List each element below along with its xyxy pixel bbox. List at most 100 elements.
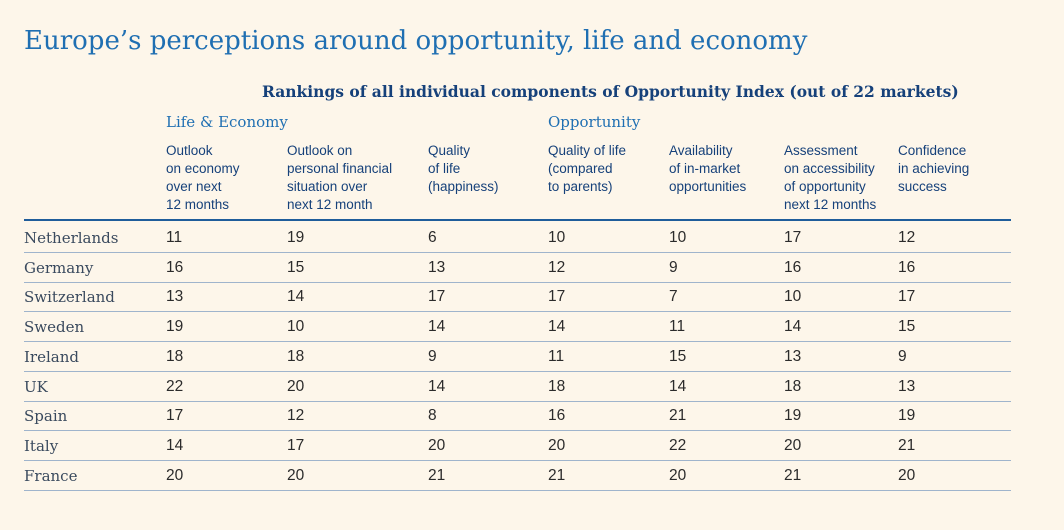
rank-cell: 20: [287, 377, 305, 395]
rank-cell: 15: [287, 258, 305, 276]
rank-cell: 17: [548, 288, 566, 306]
column-header: Quality of life (happiness): [428, 142, 499, 196]
rank-cell: 14: [548, 318, 566, 336]
column-header-line: on accessibility: [784, 161, 875, 176]
column-header: Outlook on personal financial situation ov…: [287, 142, 392, 214]
column-header-line: success: [898, 179, 947, 194]
column-header-line: Assessment: [784, 143, 858, 158]
rank-cell: 20: [669, 466, 687, 484]
rank-cell: 22: [669, 436, 687, 454]
column-header-line: Outlook: [166, 143, 213, 158]
table-subtitle: Rankings of all individual components of…: [262, 82, 959, 101]
column-header-line: to parents): [548, 179, 613, 194]
rank-cell: 19: [898, 407, 916, 425]
table-row: Italy 14 17 20 20 22 20 21: [24, 431, 1011, 461]
column-header-line: (compared: [548, 161, 613, 176]
rank-cell: 20: [548, 436, 566, 454]
rank-cell: 7: [669, 288, 678, 306]
column-header-line: over next: [166, 179, 222, 194]
rank-cell: 18: [548, 377, 566, 395]
rank-cell: 11: [166, 229, 183, 246]
country-name: Italy: [24, 436, 59, 455]
rank-cell: 13: [428, 258, 446, 276]
column-header-line: Confidence: [898, 143, 967, 158]
column-header-line: 12 months: [166, 197, 230, 212]
rank-cell: 20: [784, 436, 802, 454]
column-header-line: of in-market: [669, 161, 741, 176]
column-header-line: of opportunity: [784, 179, 866, 194]
rank-cell: 18: [287, 347, 305, 365]
header-divider: [24, 219, 1011, 221]
rank-cell: 14: [784, 318, 802, 336]
table-row: Netherlands 11 19 6 10 10 17 12: [24, 223, 1011, 253]
rank-cell: 19: [784, 407, 802, 425]
rank-cell: 15: [898, 318, 916, 336]
rank-cell: 21: [548, 466, 566, 484]
country-name: Switzerland: [24, 288, 115, 307]
column-header-line: in achieving: [898, 161, 970, 176]
table-row: Switzerland 13 14 17 17 7 10 17: [24, 282, 1011, 313]
rank-cell: 21: [669, 407, 687, 425]
rank-cell: 18: [166, 347, 184, 365]
group-opportunity: Opportunity: [548, 113, 641, 131]
rank-cell: 16: [898, 258, 916, 276]
column-header-line: on economy: [166, 161, 240, 176]
rank-cell: 6: [428, 229, 437, 246]
column-header-line: situation over: [287, 179, 368, 194]
column-header-line: Quality of life: [548, 143, 627, 158]
column-header-line: personal financial: [287, 161, 393, 176]
table-row: Sweden 19 10 14 14 11 14 15: [24, 312, 1011, 343]
column-header: Confidence in achieving success: [898, 142, 969, 196]
rank-cell: 13: [784, 347, 802, 365]
rank-cell: 17: [166, 407, 184, 425]
rank-cell: 20: [898, 466, 916, 484]
rank-cell: 21: [784, 466, 802, 484]
rank-cell: 9: [669, 258, 678, 276]
rank-cell: 9: [898, 347, 907, 365]
rank-cell: 11: [669, 318, 686, 336]
rank-cell: 17: [898, 288, 916, 306]
rank-cell: 16: [548, 407, 566, 425]
rank-cell: 12: [898, 229, 916, 246]
column-header-line: of life: [428, 161, 461, 176]
country-name: Spain: [24, 407, 68, 426]
rank-cell: 19: [166, 318, 184, 336]
column-header: Quality of life (compared to parents): [548, 142, 626, 196]
country-name: Germany: [24, 258, 94, 277]
country-name: Netherlands: [24, 229, 119, 247]
table-row: Ireland 18 18 9 11 15 13 9: [24, 342, 1011, 372]
rank-cell: 14: [287, 288, 305, 306]
table-row: UK 22 20 14 18 14 18 13: [24, 372, 1011, 402]
rank-cell: 18: [784, 377, 802, 395]
rank-cell: 20: [428, 436, 446, 454]
rank-cell: 22: [166, 377, 184, 395]
column-header-line: next 12 months: [784, 197, 877, 212]
column-header-line: Availability: [669, 143, 733, 158]
rank-cell: 10: [669, 229, 687, 246]
column-header-line: next 12 month: [287, 197, 373, 212]
country-name: Ireland: [24, 347, 79, 366]
column-header-line: Outlook on: [287, 143, 353, 158]
rank-cell: 21: [428, 466, 446, 484]
rank-cell: 17: [287, 436, 305, 454]
page-title: Europe’s perceptions around opportunity,…: [24, 26, 808, 56]
column-header-line: opportunities: [669, 179, 747, 194]
group-life-economy: Life & Economy: [166, 113, 288, 131]
rank-cell: 17: [428, 288, 446, 306]
rank-cell: 13: [166, 288, 184, 306]
rank-cell: 14: [428, 318, 446, 336]
column-header-line: (happiness): [428, 179, 499, 194]
rank-cell: 19: [287, 229, 305, 246]
rank-cell: 12: [287, 407, 305, 425]
rank-cell: 8: [428, 407, 437, 425]
rank-cell: 17: [784, 229, 802, 246]
rank-cell: 14: [669, 377, 687, 395]
table-row: France 20 20 21 21 20 21 20: [24, 461, 1011, 491]
rank-cell: 21: [898, 436, 916, 454]
column-header-line: Quality: [428, 143, 471, 158]
rank-cell: 14: [166, 436, 184, 454]
column-header: Outlook on economy over next 12 months: [166, 142, 240, 214]
rank-cell: 16: [784, 258, 802, 276]
rank-cell: 15: [669, 347, 687, 365]
